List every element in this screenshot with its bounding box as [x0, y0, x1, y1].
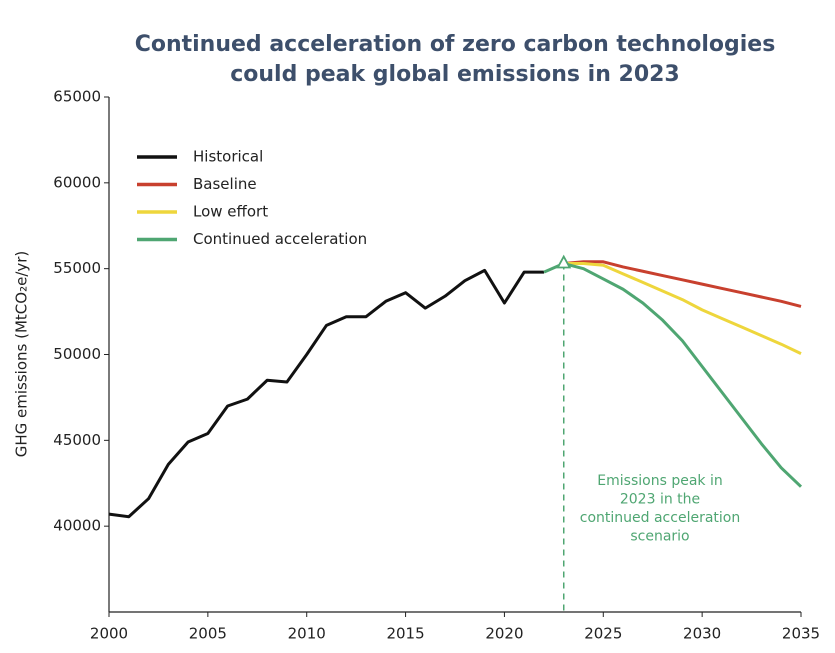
x-tick-label: 2005: [189, 625, 227, 643]
y-tick-label: 50000: [53, 345, 101, 363]
series-line: [108, 268, 544, 519]
legend-label: Continued acceleration: [193, 230, 367, 248]
x-tick-label: 2025: [584, 625, 622, 643]
series-line: [543, 262, 803, 488]
legend-label: Baseline: [193, 175, 257, 193]
series-line: [563, 260, 802, 308]
annotation-text: scenario: [630, 529, 689, 545]
y-tick-label: 60000: [53, 173, 101, 191]
x-tick-label: 2030: [683, 625, 721, 643]
x-tick-label: 2000: [90, 625, 128, 643]
annotation-text: Emissions peak in: [597, 473, 722, 489]
chart-title: Continued acceleration of zero carbon te…: [135, 32, 776, 57]
chart-title: could peak global emissions in 2023: [230, 62, 680, 87]
y-tick-label: 40000: [53, 517, 101, 535]
y-tick-label: 65000: [53, 88, 101, 106]
legend-label: Historical: [193, 148, 263, 166]
y-tick-label: 55000: [53, 259, 101, 277]
annotation-text: continued acceleration: [580, 510, 740, 526]
annotation-text: 2023 in the: [620, 492, 700, 508]
x-tick-label: 2035: [782, 625, 820, 643]
series-line: [563, 262, 802, 355]
y-axis-label: GHG emissions (MtCO₂e/yr): [13, 251, 31, 458]
x-tick-label: 2020: [485, 625, 523, 643]
peak-marker: [556, 254, 572, 269]
x-tick-label: 2010: [288, 625, 326, 643]
x-tick-label: 2015: [386, 625, 424, 643]
y-tick-label: 45000: [53, 431, 101, 449]
legend-label: Low effort: [193, 203, 268, 221]
